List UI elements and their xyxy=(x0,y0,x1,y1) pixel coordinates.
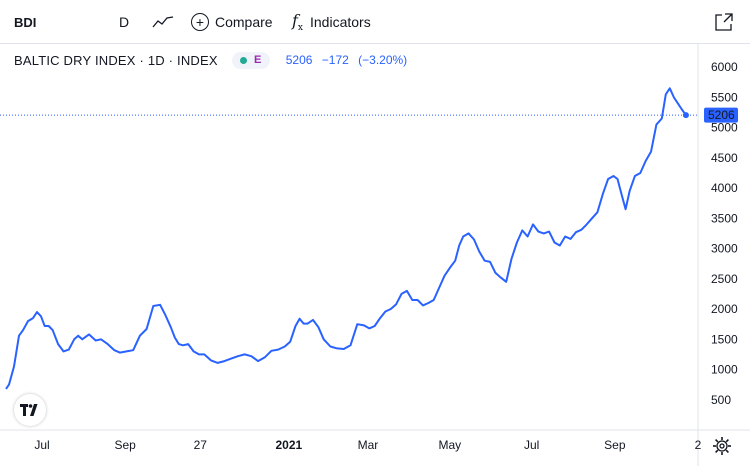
y-tick-label: 4000 xyxy=(711,181,738,195)
last-price-label: 5206 xyxy=(708,108,735,122)
indicators-label: Indicators xyxy=(310,14,371,30)
y-tick-label: 5000 xyxy=(711,121,738,135)
interval-button[interactable]: D xyxy=(119,14,130,30)
x-tick-label: 2 xyxy=(695,438,702,452)
compare-label: Compare xyxy=(215,14,273,30)
chart-toolbar: BDI D + Compare fx Indicators xyxy=(0,0,750,44)
market-status-badge[interactable]: E xyxy=(231,51,270,69)
y-tick-label: 1000 xyxy=(711,363,738,377)
compare-button[interactable]: + Compare xyxy=(191,0,273,44)
y-tick-label: 4500 xyxy=(711,151,738,165)
tradingview-logo[interactable] xyxy=(14,394,46,426)
time-axis[interactable]: Jul Sep 27 2021 Mar May Jul Sep 2 xyxy=(34,438,701,452)
x-tick-label: 27 xyxy=(194,438,208,452)
legend-title: BALTIC DRY INDEX · 1D · INDEX xyxy=(14,52,218,68)
legend-change-pct: (−3.20%) xyxy=(358,53,408,67)
series-legend: BALTIC DRY INDEX · 1D · INDEX E 5206 −17… xyxy=(14,50,413,70)
last-price-label-bg xyxy=(704,107,738,123)
y-tick-label: 6000 xyxy=(711,60,738,74)
x-tick-label: Sep xyxy=(114,438,136,452)
y-tick-label: 3500 xyxy=(711,211,738,225)
y-tick-label: 3000 xyxy=(711,242,738,256)
series-line-bdi xyxy=(5,87,687,390)
last-price-dot xyxy=(682,112,689,119)
x-tick-label: Jul xyxy=(34,438,49,452)
legend-change: −172 xyxy=(321,53,349,67)
y-tick-label: 2500 xyxy=(711,272,738,286)
y-tick-label: 500 xyxy=(711,393,731,407)
legend-values: 5206 −172 (−3.20%) xyxy=(286,53,413,67)
x-tick-label: 2021 xyxy=(275,438,302,452)
y-tick-label: 5500 xyxy=(711,90,738,104)
plus-circle-icon: + xyxy=(191,13,209,31)
badge-letter: E xyxy=(253,54,262,66)
x-tick-label: Sep xyxy=(604,438,626,452)
fullscreen-icon[interactable] xyxy=(714,0,736,44)
y-tick-label: 1500 xyxy=(711,332,738,346)
x-tick-label: Mar xyxy=(358,438,379,452)
x-tick-label: Jul xyxy=(524,438,539,452)
line-style-icon[interactable] xyxy=(152,0,174,44)
fx-icon: fx xyxy=(292,10,303,34)
price-axis[interactable]: 5001000150020002500300035004000450050005… xyxy=(711,60,738,407)
x-tick-label: May xyxy=(438,438,461,452)
y-tick-label: 2000 xyxy=(711,302,738,316)
indicators-button[interactable]: fx Indicators xyxy=(292,0,371,44)
settings-gear-icon[interactable] xyxy=(712,436,732,456)
symbol-search-button[interactable]: BDI xyxy=(14,14,37,30)
legend-last: 5206 xyxy=(285,53,313,67)
status-dot-icon xyxy=(240,56,248,64)
